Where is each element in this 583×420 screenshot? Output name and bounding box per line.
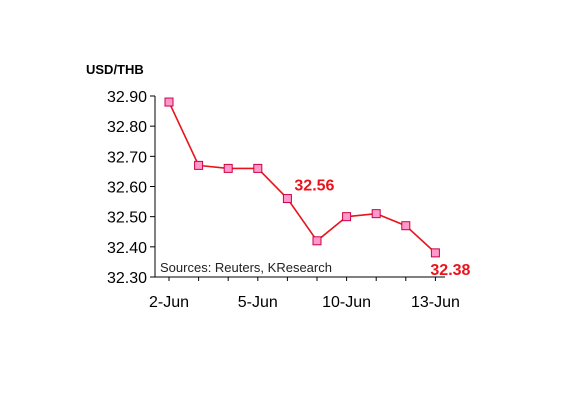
source-annotation: Sources: Reuters, KResearch <box>160 260 332 275</box>
data-labels: 32.56 32.38 <box>294 178 470 279</box>
series-markers <box>164 97 440 258</box>
y-axis-ticks: 32.90 32.80 32.70 32.60 32.50 32.40 32.30 <box>107 89 155 287</box>
x-axis-ticks: 2-Jun 5-Jun 10-Jun 13-Jun <box>149 277 460 311</box>
data-label-value: 32.38 <box>430 262 470 279</box>
data-point-marker <box>430 248 440 258</box>
x-tick-label: 2-Jun <box>149 294 189 311</box>
data-point-marker <box>282 194 292 204</box>
data-point-marker <box>371 209 381 219</box>
data-point-marker <box>342 212 352 222</box>
x-tick-label: 10-Jun <box>322 294 371 311</box>
x-tick-label: 13-Jun <box>411 294 460 311</box>
data-point-marker <box>253 163 263 173</box>
x-tick-label: 5-Jun <box>238 294 278 311</box>
y-tick-label: 32.60 <box>107 180 147 197</box>
data-label-value: 32.56 <box>294 178 334 195</box>
data-point-marker <box>223 163 233 173</box>
y-axis-unit-label: USD/THB <box>86 62 144 77</box>
y-tick-label: 32.90 <box>107 89 147 106</box>
y-tick-label: 32.50 <box>107 210 147 227</box>
data-point-marker <box>194 160 204 170</box>
y-tick-label: 32.40 <box>107 240 147 257</box>
series-line-usd-thb <box>168 101 436 254</box>
data-point-marker <box>164 97 174 107</box>
y-tick-label: 32.30 <box>107 270 147 287</box>
data-point-marker <box>312 236 322 246</box>
y-tick-label: 32.80 <box>107 119 147 136</box>
data-point-marker <box>401 221 411 231</box>
y-tick-label: 32.70 <box>107 149 147 166</box>
